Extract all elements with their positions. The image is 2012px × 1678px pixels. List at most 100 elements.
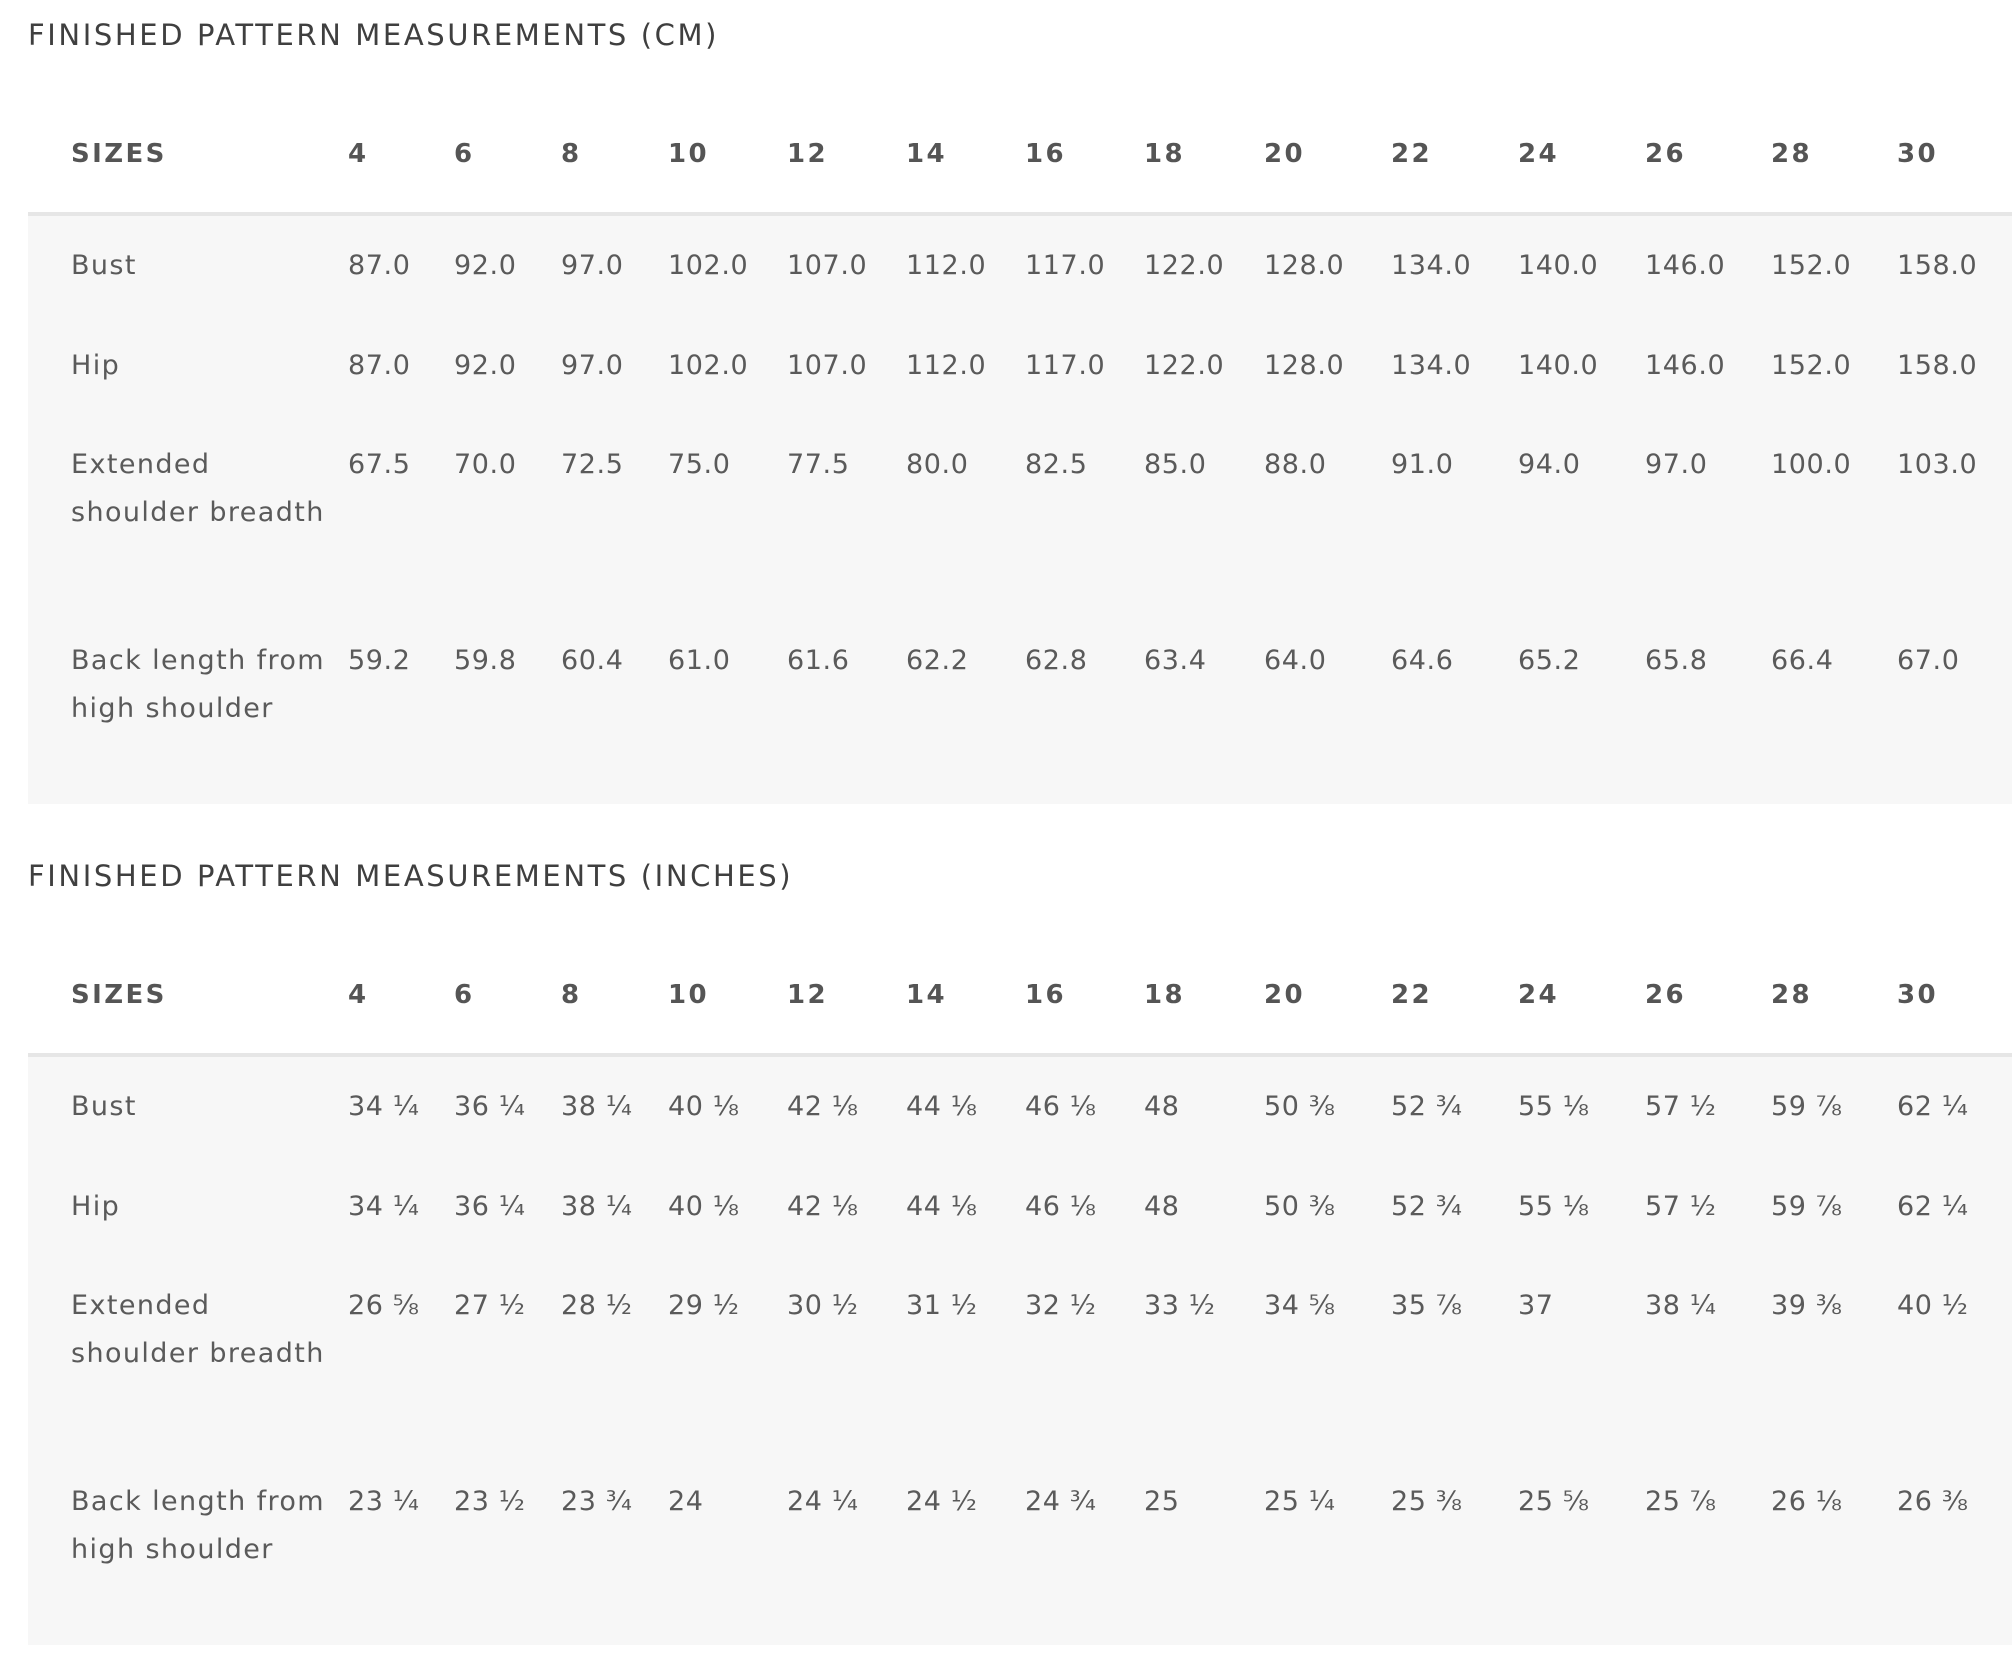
cm-measurement-cell: 112.0 — [906, 250, 987, 281]
cm-measurement-cell: 107.0 — [787, 250, 868, 281]
inches-measurement-cell: 25 ⅝ — [1518, 1486, 1590, 1517]
inches-measurement-cell: 23 ¾ — [561, 1486, 633, 1517]
inches-measurement-cell: 48 — [1144, 1091, 1180, 1122]
cm-measurement-cell: 59.8 — [454, 645, 517, 676]
inches-measurement-cell: 35 ⅞ — [1391, 1290, 1463, 1321]
cm-size-header: 6 — [454, 96, 561, 216]
inches-measurement-cell: 62 ¼ — [1897, 1191, 1969, 1222]
cm-measurement-cell: 158.0 — [1897, 250, 1978, 281]
cm-size-header: 30 — [1897, 96, 2012, 216]
cm-measurement-cell: 67.0 — [1897, 645, 1960, 676]
cm-measurement-cell: 100.0 — [1771, 449, 1852, 480]
cm-measurement-cell: 122.0 — [1144, 250, 1225, 281]
inches-measurement-cell: 42 ⅛ — [787, 1191, 859, 1222]
inches-measurement-cell: 34 ⅝ — [1264, 1290, 1336, 1321]
cm-measurement-cell: 134.0 — [1391, 250, 1472, 281]
inches-table-row: Extended shoulder breadth 26 ⅝ 27 ½ 28 ½ 29 … — [28, 1256, 2012, 1452]
inches-measurement-cell: 26 ⅜ — [1897, 1486, 1969, 1517]
inches-measurement-cell: 26 ⅝ — [348, 1290, 420, 1321]
inches-measurement-cell: 59 ⅞ — [1771, 1091, 1843, 1122]
cm-size-header: 16 — [1025, 96, 1144, 216]
cm-measurement-cell: 107.0 — [787, 350, 868, 381]
inches-measurement-cell: 24 ¼ — [787, 1486, 859, 1517]
inches-measurement-cell: 40 ⅛ — [668, 1191, 740, 1222]
inches-measurement-cell: 40 ⅛ — [668, 1091, 740, 1122]
inches-measurement-cell: 34 ¼ — [348, 1091, 420, 1122]
cm-measurement-cell: 112.0 — [906, 350, 987, 381]
inches-measurement-cell: 31 ½ — [906, 1290, 978, 1321]
inches-measurement-cell: 25 — [1144, 1486, 1180, 1517]
cm-size-header: 24 — [1518, 96, 1645, 216]
cm-measurement-cell: 72.5 — [561, 449, 624, 480]
cm-table-row: Hip 87.0 92.0 97.0 102.0 107.0 112.0 117.0 122.0… — [28, 316, 2012, 415]
inches-row-label: Back length from high shoulder — [71, 1486, 326, 1565]
cm-row-label: Hip — [71, 350, 121, 381]
inches-sizes-header: SIZES — [28, 937, 348, 1057]
cm-measurement-cell: 63.4 — [1144, 645, 1207, 676]
cm-measurement-cell: 65.2 — [1518, 645, 1581, 676]
cm-section-title: FINISHED PATTERN MEASUREMENTS (CM) — [28, 18, 720, 52]
cm-measurement-cell: 92.0 — [454, 250, 517, 281]
cm-row-label: Back length from high shoulder — [71, 645, 326, 724]
cm-row-label: Extended shoulder breadth — [71, 449, 325, 528]
cm-measurement-cell: 88.0 — [1264, 449, 1327, 480]
inches-size-header: 20 — [1264, 937, 1391, 1057]
inches-measurement-cell: 59 ⅞ — [1771, 1191, 1843, 1222]
inches-measurement-cell: 38 ¼ — [561, 1191, 633, 1222]
inches-size-header: 10 — [668, 937, 787, 1057]
cm-measurement-cell: 140.0 — [1518, 250, 1599, 281]
cm-measurement-cell: 62.2 — [906, 645, 969, 676]
cm-measurement-cell: 60.4 — [561, 645, 624, 676]
inches-size-header: 18 — [1144, 937, 1264, 1057]
inches-measurement-cell: 24 — [668, 1486, 704, 1517]
cm-row-label: Bust — [71, 250, 137, 281]
inches-header-row: SIZES 4 6 8 10 12 14 16 18 20 22 24 26 2… — [28, 937, 2012, 1057]
inches-size-header: 26 — [1645, 937, 1771, 1057]
inches-measurement-cell: 46 ⅛ — [1025, 1191, 1097, 1222]
cm-measurement-cell: 152.0 — [1771, 250, 1852, 281]
inches-measurement-cell: 55 ⅛ — [1518, 1091, 1590, 1122]
cm-size-header: 10 — [668, 96, 787, 216]
inches-measurement-cell: 44 ⅛ — [906, 1091, 978, 1122]
cm-measurement-cell: 61.0 — [668, 645, 731, 676]
cm-table-row: Extended shoulder breadth 67.5 70.0 72.5 75.… — [28, 415, 2012, 611]
inches-measurement-cell: 48 — [1144, 1191, 1180, 1222]
inches-table-row: Bust 34 ¼ 36 ¼ 38 ¼ 40 ⅛ 42 ⅛ 44 ⅛ 46 ⅛ 48 50 ⅜ 52… — [28, 1055, 2012, 1157]
inches-size-header: 28 — [1771, 937, 1897, 1057]
inches-measurement-cell: 38 ¼ — [561, 1091, 633, 1122]
inches-measurement-cell: 39 ⅜ — [1771, 1290, 1843, 1321]
inches-size-header: 30 — [1897, 937, 2012, 1057]
cm-size-header: 4 — [348, 96, 454, 216]
cm-measurement-cell: 80.0 — [906, 449, 969, 480]
cm-measurement-cell: 102.0 — [668, 350, 749, 381]
cm-measurement-cell: 85.0 — [1144, 449, 1207, 480]
inches-measurement-cell: 24 ¾ — [1025, 1486, 1097, 1517]
cm-measurement-cell: 117.0 — [1025, 350, 1106, 381]
cm-measurement-cell: 128.0 — [1264, 250, 1345, 281]
inches-measurement-cell: 44 ⅛ — [906, 1191, 978, 1222]
cm-measurement-cell: 97.0 — [1645, 449, 1708, 480]
inches-size-header: 12 — [787, 937, 906, 1057]
inches-measurement-cell: 37 — [1518, 1290, 1554, 1321]
cm-size-header: 22 — [1391, 96, 1518, 216]
inches-section-title: FINISHED PATTERN MEASUREMENTS (INCHES) — [28, 859, 794, 893]
cm-size-header: 28 — [1771, 96, 1897, 216]
inches-measurement-cell: 40 ½ — [1897, 1290, 1969, 1321]
cm-table-row: Bust 87.0 92.0 97.0 102.0 107.0 112.0 117.0 122.… — [28, 214, 2012, 316]
cm-size-header: 18 — [1144, 96, 1264, 216]
inches-row-label: Extended shoulder breadth — [71, 1290, 325, 1369]
inches-table-row: Back length from high shoulder 23 ¼ 23 ½ 23… — [28, 1452, 2012, 1645]
cm-measurement-cell: 92.0 — [454, 350, 517, 381]
inches-measurement-cell: 28 ½ — [561, 1290, 633, 1321]
inches-measurement-cell: 50 ⅜ — [1264, 1191, 1336, 1222]
inches-measurement-cell: 25 ¼ — [1264, 1486, 1336, 1517]
cm-measurements-table: SIZES 4 6 8 10 12 14 16 18 20 22 24 26 2… — [28, 96, 2012, 804]
cm-measurement-cell: 152.0 — [1771, 350, 1852, 381]
inches-size-header: 22 — [1391, 937, 1518, 1057]
inches-size-header: 4 — [348, 937, 454, 1057]
inches-size-header: 6 — [454, 937, 561, 1057]
cm-measurement-cell: 70.0 — [454, 449, 517, 480]
cm-measurement-cell: 65.8 — [1645, 645, 1708, 676]
inches-row-label: Hip — [71, 1191, 121, 1222]
cm-measurement-cell: 97.0 — [561, 350, 624, 381]
